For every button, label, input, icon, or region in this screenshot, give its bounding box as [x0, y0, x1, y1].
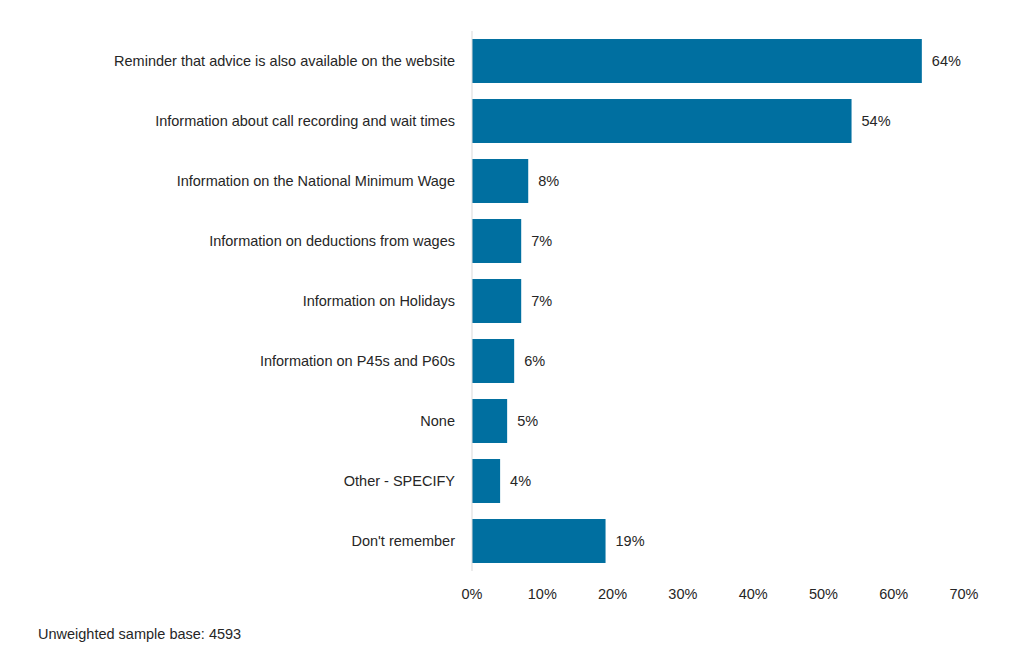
category-label-line: Information on the National Minimum Wage	[177, 173, 455, 189]
data-label: 64%	[932, 53, 961, 69]
data-label: 7%	[531, 293, 552, 309]
category-label: None	[420, 413, 455, 429]
tick-label: 70%	[949, 586, 978, 602]
data-label: 19%	[616, 533, 645, 549]
bar	[472, 519, 606, 563]
category-label-line: None	[420, 413, 455, 429]
bar	[472, 279, 521, 323]
data-label: 7%	[531, 233, 552, 249]
category-label-line: Don't remember	[352, 533, 456, 549]
tick-label: 40%	[739, 586, 768, 602]
data-label: 4%	[510, 473, 531, 489]
bar	[472, 459, 500, 503]
category-label-line: Information on deductions from wages	[209, 233, 455, 249]
bar	[472, 219, 521, 263]
data-label: 6%	[524, 353, 545, 369]
data-label: 8%	[538, 173, 559, 189]
tick-label: 10%	[528, 586, 557, 602]
bar	[472, 339, 514, 383]
bars	[472, 39, 922, 563]
axis-line	[472, 31, 473, 571]
tick-label: 20%	[598, 586, 627, 602]
category-label-line: Information about call recording and wai…	[155, 113, 455, 129]
category-label: Information on the National Minimum Wage	[177, 173, 455, 189]
tick-label: 50%	[809, 586, 838, 602]
bar	[472, 399, 507, 443]
bar	[472, 39, 922, 83]
category-label-line: Other - SPECIFY	[344, 473, 456, 489]
bar	[472, 99, 852, 143]
category-label: Information on deductions from wages	[209, 233, 455, 249]
category-label: Information about call recording and wai…	[155, 113, 455, 129]
annotation: Unweighted sample base: 4593	[38, 626, 241, 642]
category-label: Don't remember	[352, 533, 456, 549]
data-label: 54%	[862, 113, 891, 129]
chart: 64% 54% 8% 7% 7% 6% 5% 4% 19% 0% 10% 20% 30% 40% 50% 60…	[0, 0, 1016, 670]
tick-label: 30%	[668, 586, 697, 602]
data-label: 5%	[517, 413, 538, 429]
category-label: Information on P45s and P60s	[260, 353, 455, 369]
category-label-line: Reminder that advice is also available o…	[114, 53, 455, 69]
category-label: Information on Holidays	[303, 293, 455, 309]
tick-label: 0%	[462, 586, 483, 602]
category-label-line: Information on Holidays	[303, 293, 455, 309]
bar	[472, 159, 528, 203]
category-label: Reminder that advice is also available o…	[114, 53, 455, 69]
category-label-line: Information on P45s and P60s	[260, 353, 455, 369]
tick-label: 60%	[879, 586, 908, 602]
category-label: Other - SPECIFY	[344, 473, 456, 489]
